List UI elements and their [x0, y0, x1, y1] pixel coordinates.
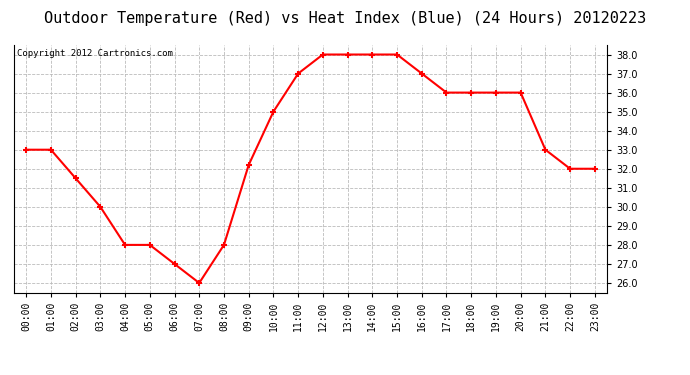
- Text: Outdoor Temperature (Red) vs Heat Index (Blue) (24 Hours) 20120223: Outdoor Temperature (Red) vs Heat Index …: [44, 11, 646, 26]
- Text: Copyright 2012 Cartronics.com: Copyright 2012 Cartronics.com: [17, 49, 172, 58]
